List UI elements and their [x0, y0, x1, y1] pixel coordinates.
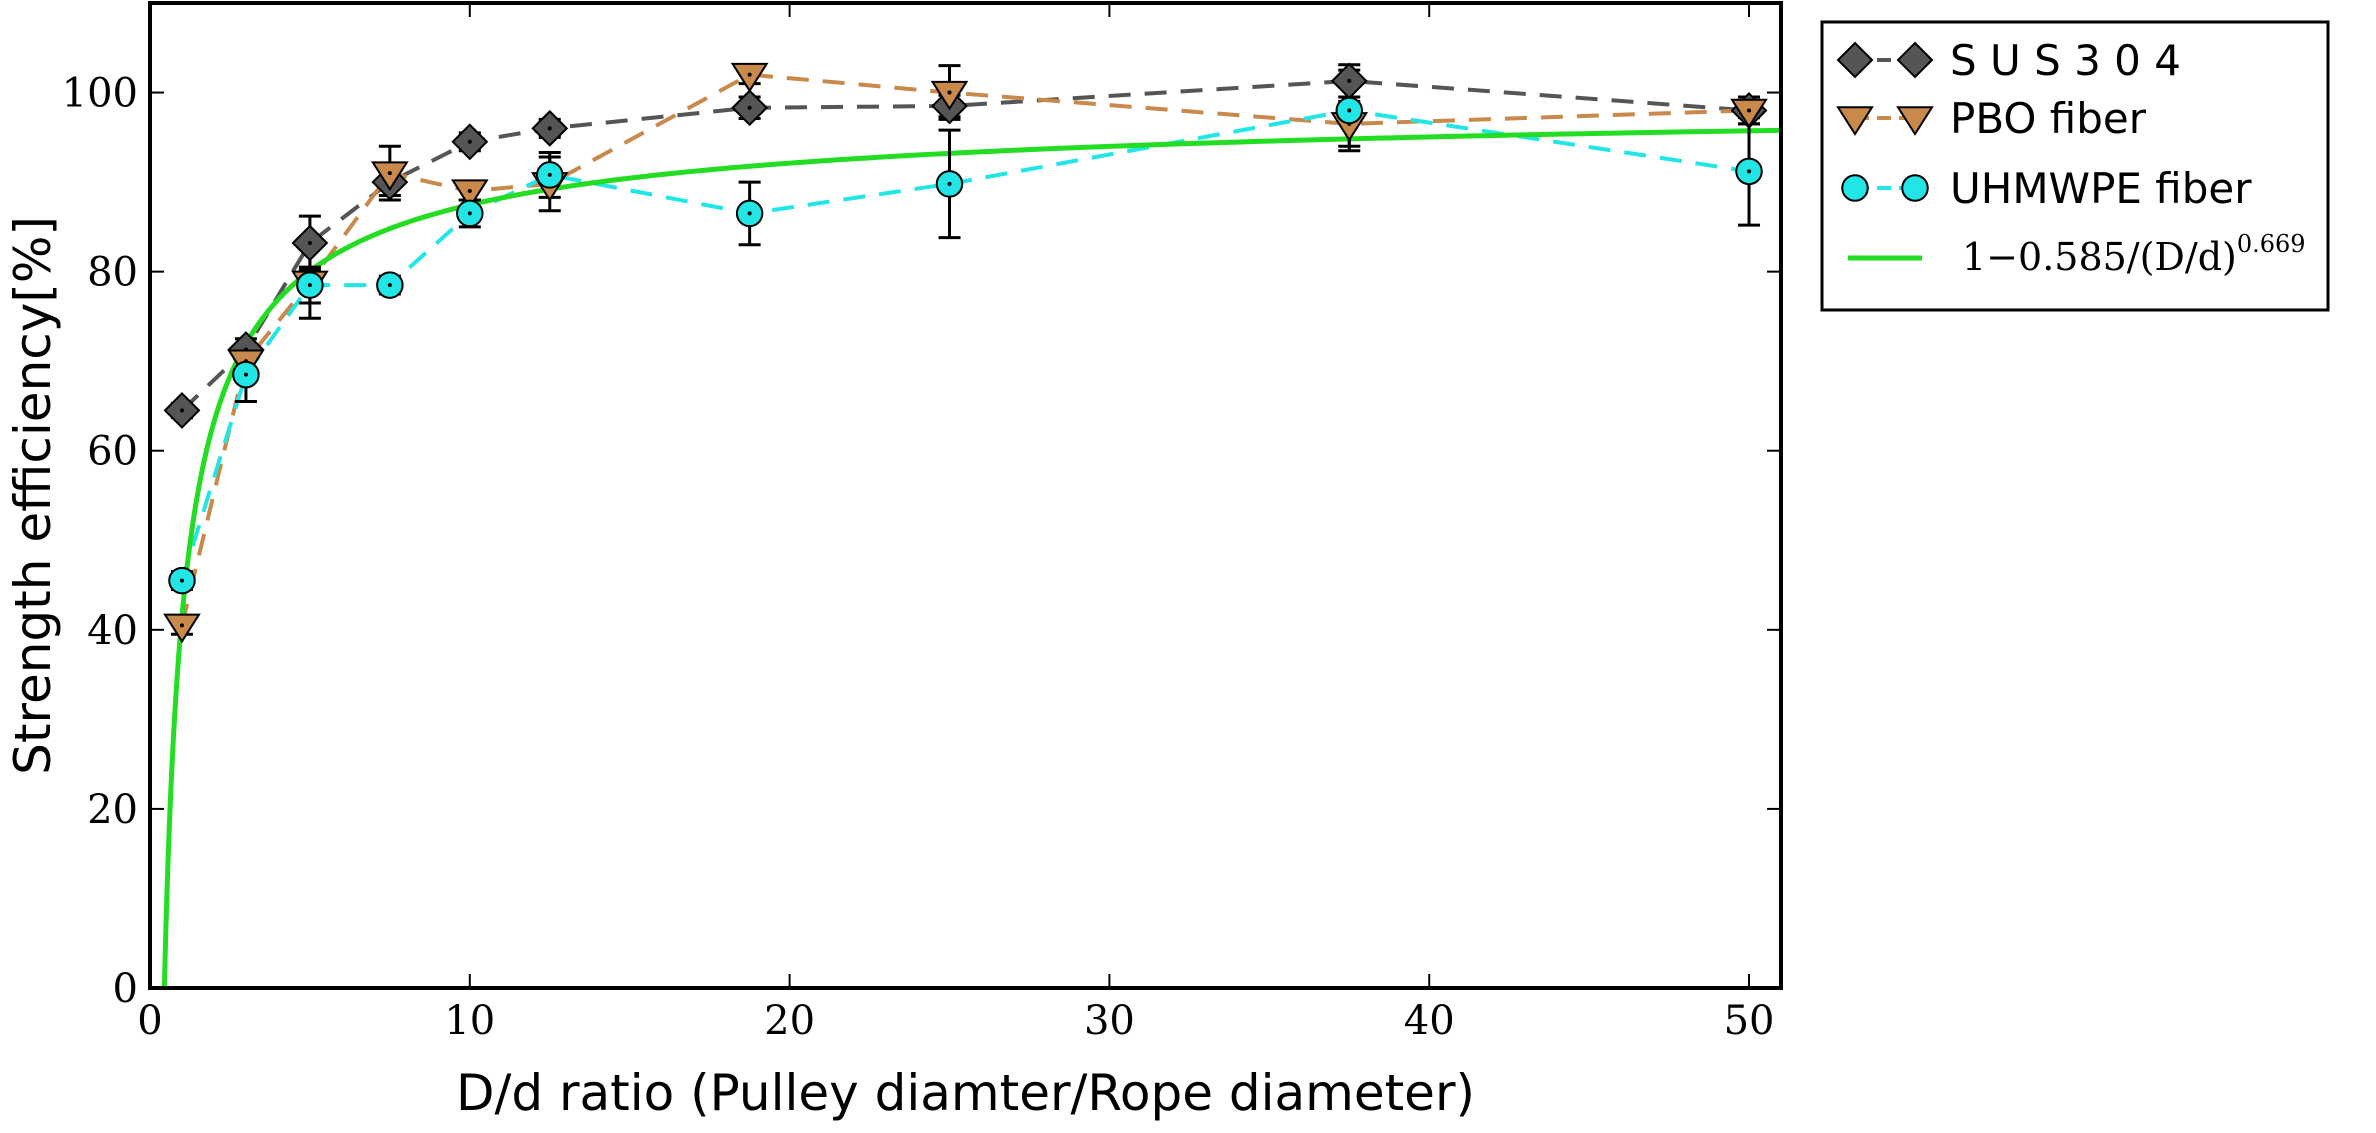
y-tick-label: 60 — [87, 429, 138, 475]
fit-curve — [161, 127, 1781, 987]
legend-entry-1: PBO fiber — [1836, 94, 2147, 143]
data-point-1 — [450, 179, 489, 209]
data-point-1 — [730, 62, 769, 93]
y-axis-label: Strength efficiency[%] — [4, 216, 62, 775]
legend-entry-2: UHMWPE fiber — [1841, 164, 2252, 213]
legend-box — [1820, 20, 2330, 312]
legend-entry-0: S U S 3 0 4 — [1836, 36, 2181, 85]
y-tick-label: 80 — [87, 250, 138, 296]
x-tick-label: 0 — [137, 998, 162, 1044]
x-tick-label: 30 — [1084, 998, 1135, 1044]
x-axis-ticks: 0 10 20 30 40 50 — [137, 3, 1774, 1044]
y-tick-label: 100 — [62, 71, 138, 117]
legend-label-fit: 1−0.585/(D/d)0.669 — [1962, 230, 2306, 279]
plot-frame — [148, 1, 1783, 990]
x-tick-label: 10 — [444, 998, 495, 1044]
x-tick-label: 50 — [1724, 998, 1775, 1044]
x-axis-label: D/d ratio (Pulley diamter/Rope diameter) — [456, 1064, 1475, 1122]
legend-label: UHMWPE fiber — [1950, 164, 2252, 213]
fit-curve-group — [161, 127, 1781, 987]
y-tick-label: 0 — [113, 966, 138, 1012]
y-axis-ticks: 0 20 40 60 80 100 — [62, 71, 1781, 1012]
data-markers — [163, 62, 1768, 644]
data-point-1 — [930, 80, 969, 111]
data-point-1 — [371, 161, 409, 192]
data-point-1 — [163, 613, 201, 644]
legend-label: S U S 3 0 4 — [1950, 36, 2181, 85]
series-line-2 — [180, 108, 1750, 582]
legend-entry-fit: 1−0.585/(D/d)0.669 — [1848, 230, 2306, 279]
series-line-0 — [180, 78, 1750, 412]
series-lines — [180, 72, 1750, 626]
legend-label: PBO fiber — [1950, 94, 2147, 143]
series-line-1 — [180, 72, 1750, 626]
y-tick-label: 20 — [87, 787, 138, 833]
legend: S U S 3 0 4 PBO fiber UHMWPE fiber 1−0.585/… — [1820, 20, 2330, 312]
y-tick-label: 40 — [87, 608, 138, 654]
x-tick-label: 20 — [764, 998, 815, 1044]
data-point-1 — [1730, 98, 1768, 129]
x-tick-label: 40 — [1404, 998, 1455, 1044]
